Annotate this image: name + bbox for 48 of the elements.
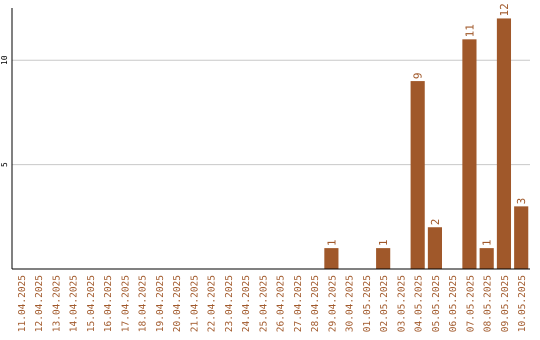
x-tick-label: 20.04.2025	[172, 275, 184, 332]
y-tick-label: 10	[0, 55, 9, 66]
data-label: 1	[480, 239, 494, 246]
bar	[428, 227, 442, 269]
x-tick-label: 08.05.2025	[482, 275, 494, 332]
x-tick-label: 04.05.2025	[414, 275, 425, 332]
x-tick-label: 05.05.2025	[430, 275, 442, 332]
x-tick-label: 23.04.2025	[224, 275, 235, 332]
bar	[462, 39, 477, 269]
x-tick-label: 29.04.2025	[327, 275, 338, 332]
x-tick-label: 01.05.2025	[362, 275, 373, 332]
x-tick-label: 13.04.2025	[51, 275, 62, 332]
x-tick-label: 07.05.2025	[465, 275, 476, 332]
x-tick-label: 15.04.2025	[86, 275, 97, 332]
data-label: 2	[428, 218, 442, 226]
x-tick-label: 03.05.2025	[396, 275, 408, 332]
x-tick-label: 17.04.2025	[120, 275, 132, 332]
bar	[514, 206, 528, 269]
bar	[496, 18, 512, 269]
y-tick-label: 5	[0, 162, 9, 168]
x-tick-label: 06.05.2025	[448, 275, 460, 332]
data-label: 12	[498, 3, 511, 16]
x-tick-label: 27.04.2025	[292, 275, 304, 332]
x-tick-label: 30.04.2025	[344, 275, 356, 332]
x-tick-label: 26.04.2025	[276, 275, 287, 332]
x-tick-label: 12.04.2025	[34, 275, 46, 332]
x-tick-label: 10.05.2025	[517, 275, 528, 332]
x-tick-label: 14.04.2025	[68, 275, 80, 332]
x-tick-label: 09.05.2025	[500, 275, 511, 332]
data-label: 9	[412, 72, 425, 80]
x-tick-label: 16.04.2025	[103, 275, 114, 332]
data-label: 1	[325, 239, 338, 246]
data-label: 3	[515, 198, 528, 204]
x-tick-label: 28.04.2025	[310, 275, 322, 332]
bar	[480, 248, 494, 269]
bar	[376, 248, 390, 269]
bar	[324, 248, 338, 269]
x-tick-label: 19.04.2025	[154, 275, 166, 332]
x-tick-label: 21.04.2025	[189, 275, 200, 332]
bar	[410, 81, 425, 269]
x-tick-label: 02.05.2025	[379, 275, 390, 332]
x-tick-label: 25.04.2025	[258, 275, 270, 332]
data-label: 11	[463, 24, 476, 38]
x-tick-label: 22.04.2025	[206, 275, 218, 332]
x-tick-label: 24.04.2025	[241, 275, 252, 332]
data-label: 1	[377, 239, 390, 246]
x-tick-label: 18.04.2025	[138, 275, 149, 332]
x-tick-label: 11.04.2025	[16, 275, 28, 332]
